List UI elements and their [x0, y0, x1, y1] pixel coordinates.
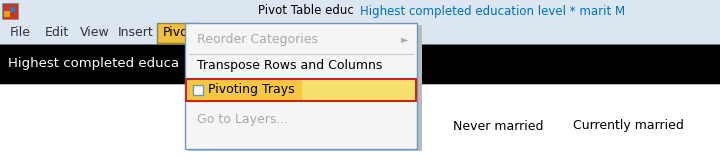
Text: View: View — [80, 27, 109, 39]
Text: Pivoting Trays: Pivoting Trays — [208, 83, 294, 96]
Bar — [0, 22, 720, 44]
Text: Reorder Categories: Reorder Categories — [197, 32, 318, 46]
Text: Transpose Rows and Columns: Transpose Rows and Columns — [197, 58, 382, 72]
Text: Edit: Edit — [45, 27, 69, 39]
Text: Pivot: Pivot — [163, 27, 193, 39]
Text: Format: Format — [215, 27, 259, 39]
Bar — [0, 84, 720, 168]
Bar — [302, 79, 416, 101]
Text: Pivot Table educ: Pivot Table educ — [258, 5, 358, 17]
Text: Never married: Never married — [453, 119, 544, 133]
Bar — [157, 23, 199, 43]
Bar — [185, 23, 417, 149]
Bar — [0, 44, 720, 84]
Text: Highest completed education level * marit M: Highest completed education level * mari… — [360, 5, 625, 17]
Bar — [4, 11, 10, 17]
Bar — [186, 79, 416, 101]
Bar — [0, 0, 720, 22]
Text: Help: Help — [268, 27, 297, 39]
Bar — [193, 85, 203, 95]
Text: File: File — [10, 27, 31, 39]
Text: Insert: Insert — [118, 27, 154, 39]
Text: Highest completed educa: Highest completed educa — [8, 57, 179, 71]
Bar — [2, 3, 18, 19]
Text: ►: ► — [401, 34, 409, 44]
Bar — [10, 7, 15, 12]
Bar — [188, 25, 422, 151]
Text: Currently married: Currently married — [572, 119, 683, 133]
Bar — [186, 79, 302, 101]
Text: Go to Layers...: Go to Layers... — [197, 113, 289, 125]
